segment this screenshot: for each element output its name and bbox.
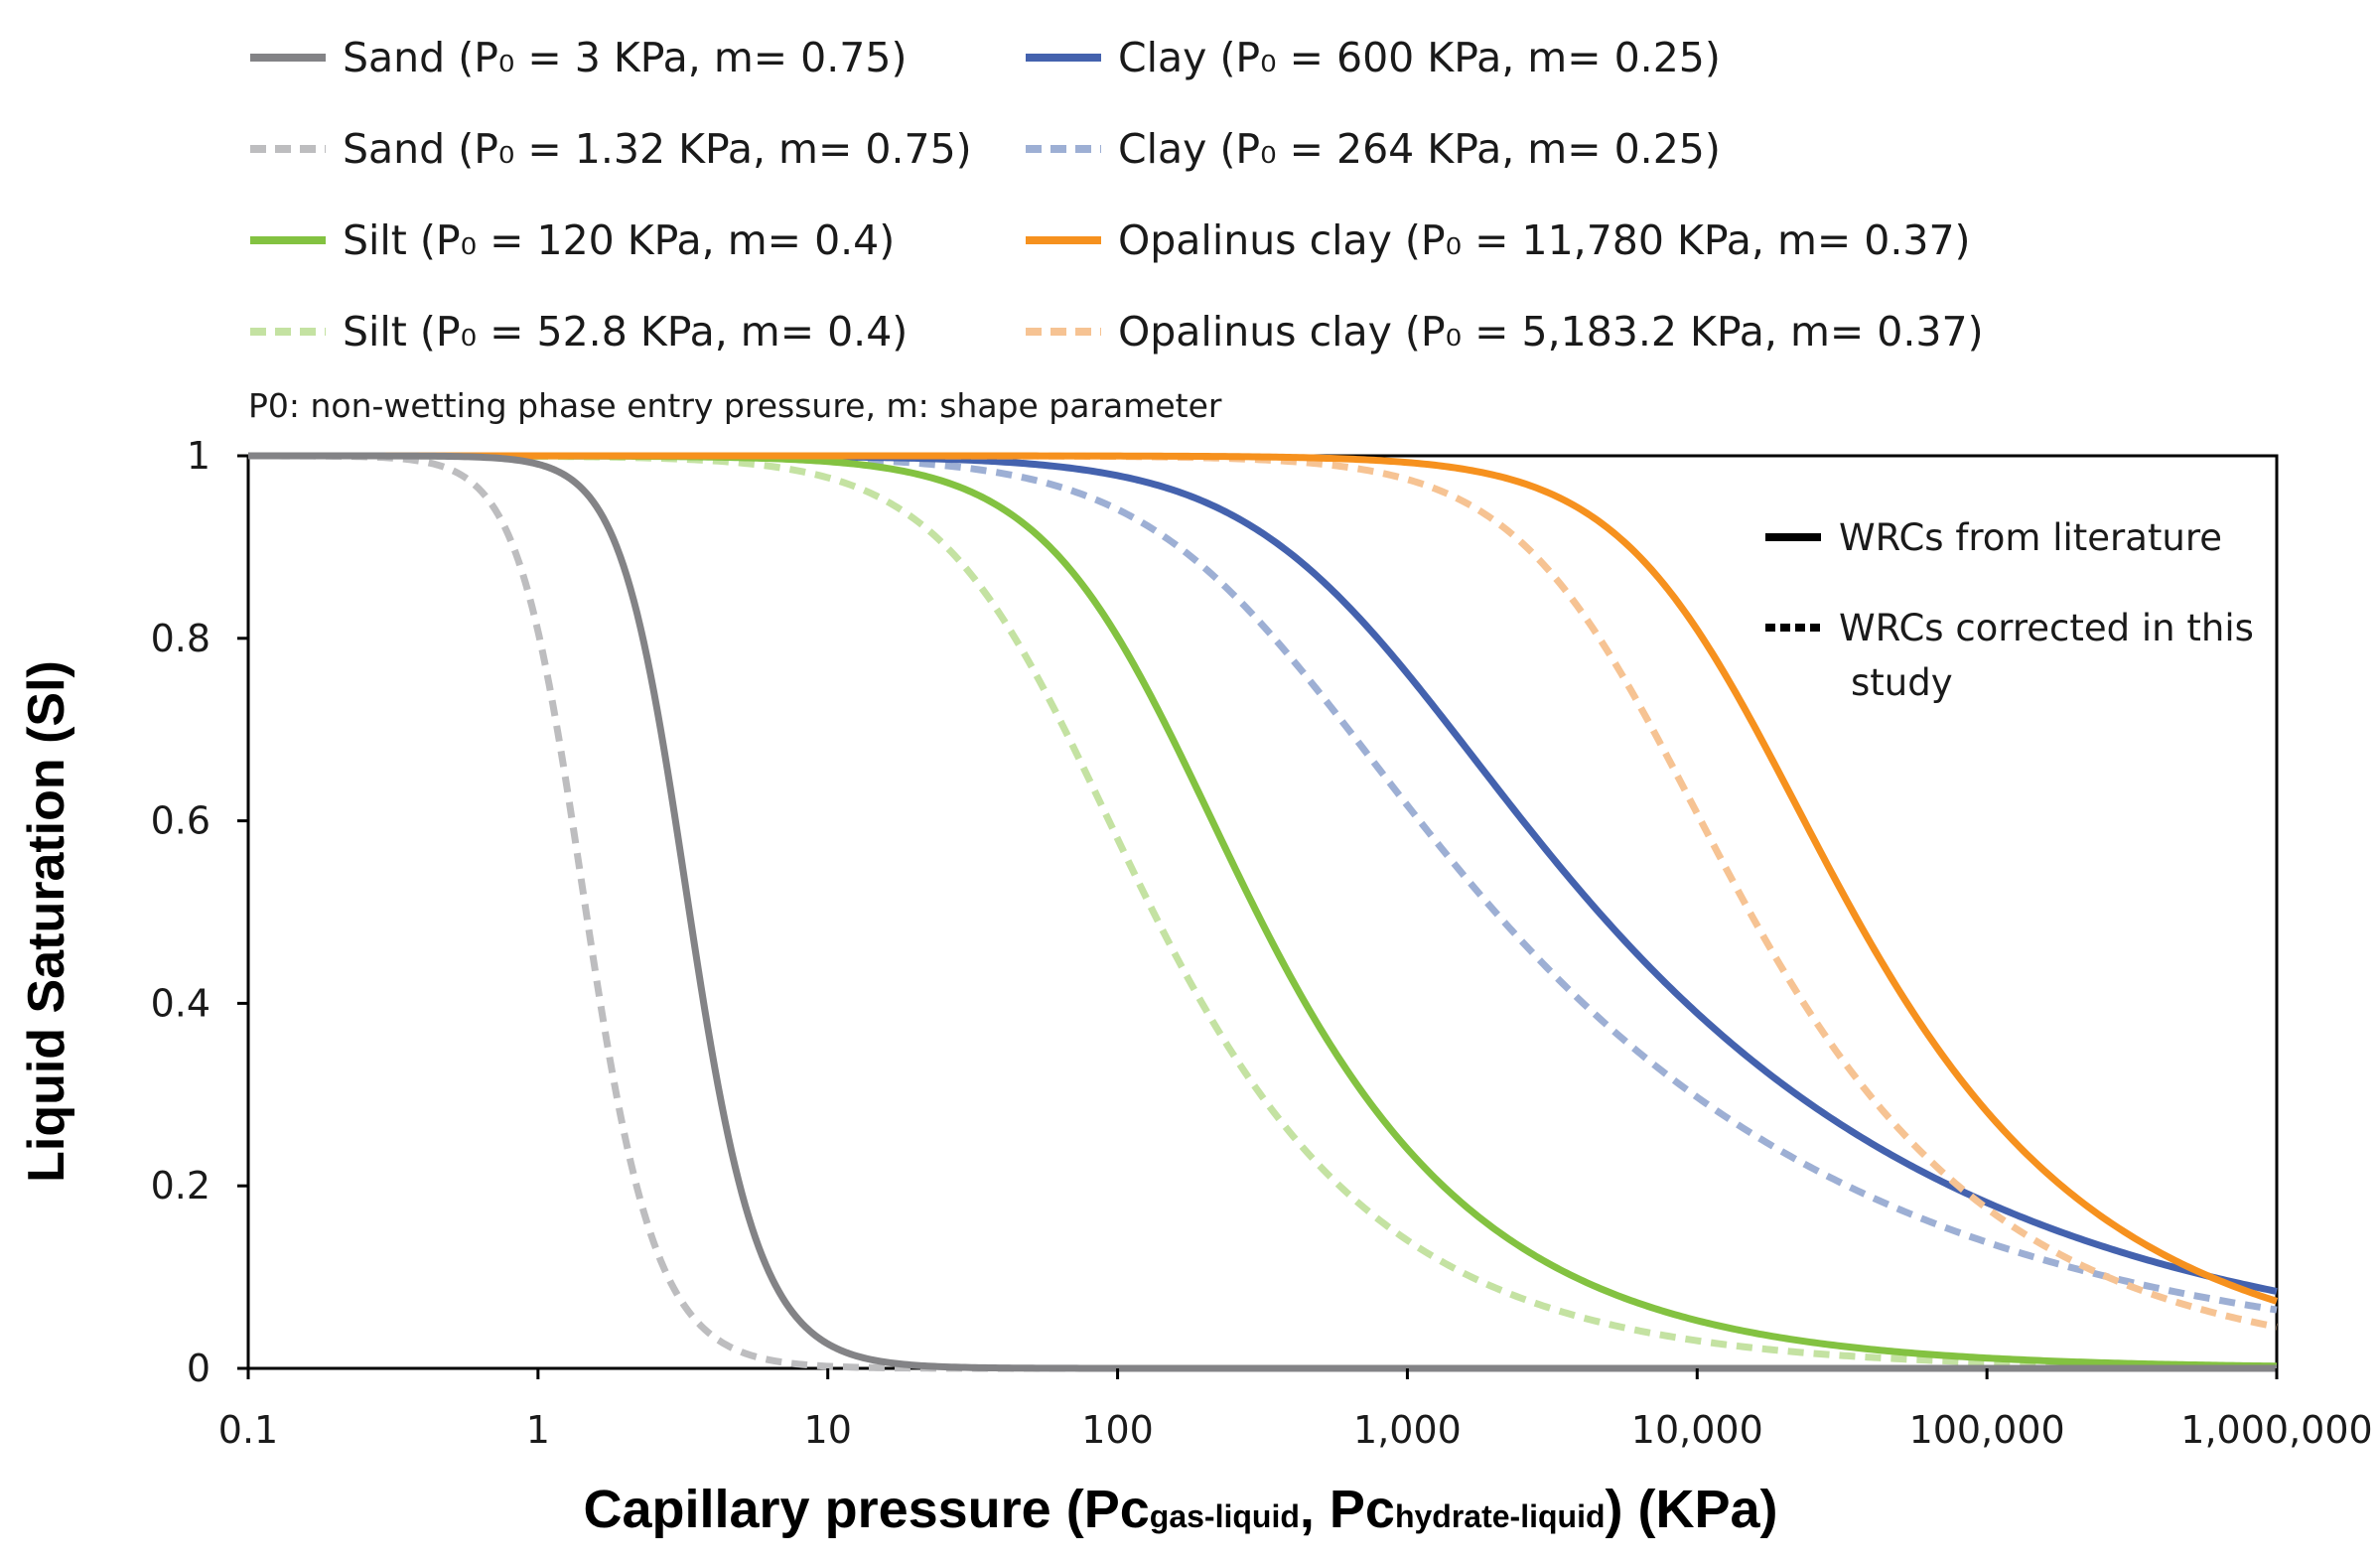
y-tick-label: 0.6: [151, 799, 210, 843]
inset-label-corrected-line2: study: [1851, 661, 1953, 704]
x-tick-label: 1: [526, 1408, 550, 1452]
legend-label: Opalinus clay (P₀ = 5,183.2 KPa, m= 0.37…: [1118, 308, 1984, 355]
series-line: [247, 452, 2278, 1372]
legend-item: Clay (P₀ = 264 KPa, m= 0.25): [1026, 125, 1721, 173]
x-axis-title: Capillary pressure (Pcgas-liquid, Pchydr…: [583, 1480, 1777, 1539]
legend-label: Clay (P₀ = 264 KPa, m= 0.25): [1118, 125, 1721, 173]
legend-item: Opalinus clay (P₀ = 5,183.2 KPa, m= 0.37…: [1026, 308, 1984, 355]
y-tick-label: 0.4: [151, 981, 210, 1025]
parameter-note: P0: non-wetting phase entry pressure, m:…: [248, 386, 1222, 425]
legend-label: Clay (P₀ = 600 KPa, m= 0.25): [1118, 34, 1721, 81]
curves: [247, 452, 2279, 1372]
legend-label: Opalinus clay (P₀ = 11,780 KPa, m= 0.37): [1118, 216, 1971, 264]
inset-label-corrected: WRCs corrected in this: [1839, 607, 2254, 649]
legend-item: Sand (P₀ = 3 KPa, m= 0.75): [250, 34, 907, 81]
inset-label-literature: WRCs from literature: [1839, 516, 2222, 559]
series-line: [247, 452, 2279, 1305]
line-style-legend: WRCs from literature WRCs corrected in th…: [1765, 516, 2254, 704]
y-tick-label: 0: [187, 1347, 210, 1390]
legend-item: Silt (P₀ = 120 KPa, m= 0.4): [250, 216, 895, 264]
x-axis: 0.1 1 10 100 1,000 10,000 100,000 1,000,000: [218, 1368, 2373, 1452]
y-axis-title: Liquid Saturation (Sl): [18, 660, 75, 1183]
legend-item: Sand (P₀ = 1.32 KPa, m= 0.75): [250, 125, 972, 173]
legend-label: Sand (P₀ = 1.32 KPa, m= 0.75): [343, 125, 972, 173]
plot-area: 0 0.2 0.4 0.6 0.8 1 0.1 1 10 100 1,000 10,000 100,00…: [151, 434, 2373, 1452]
x-tick-label: 1,000: [1353, 1408, 1462, 1452]
x-tick-label: 0.1: [218, 1408, 278, 1452]
series-line: [247, 452, 2278, 1331]
series-line: [247, 452, 2278, 1370]
x-tick-label: 10: [804, 1408, 852, 1452]
legend-label: Silt (P₀ = 52.8 KPa, m= 0.4): [343, 308, 908, 355]
y-tick-label: 0.2: [151, 1164, 210, 1208]
plot-frame: [246, 454, 2279, 1370]
series-line: [247, 452, 2278, 1314]
legend-item: Clay (P₀ = 600 KPa, m= 0.25): [1026, 34, 1721, 81]
y-axis: 0 0.2 0.4 0.6 0.8 1: [151, 434, 248, 1390]
legend-item: Silt (P₀ = 52.8 KPa, m= 0.4): [250, 308, 908, 355]
x-tick-label: 100: [1081, 1408, 1154, 1452]
y-tick-label: 0.8: [151, 617, 210, 660]
x-tick-label: 1,000,000: [2180, 1408, 2372, 1452]
legend-label: Silt (P₀ = 120 KPa, m= 0.4): [343, 216, 895, 264]
series-line: [247, 452, 2278, 1295]
y-tick-label: 1: [187, 434, 210, 478]
legend-label: Sand (P₀ = 3 KPa, m= 0.75): [343, 34, 907, 81]
series-line: [247, 452, 2278, 1372]
x-tick-label: 10,000: [1631, 1408, 1763, 1452]
x-tick-label: 100,000: [1909, 1408, 2065, 1452]
legend: Sand (P₀ = 3 KPa, m= 0.75) Sand (P₀ = 1.3…: [250, 34, 1984, 355]
series-line: [247, 452, 2278, 1371]
legend-item: Opalinus clay (P₀ = 11,780 KPa, m= 0.37): [1026, 216, 1971, 264]
